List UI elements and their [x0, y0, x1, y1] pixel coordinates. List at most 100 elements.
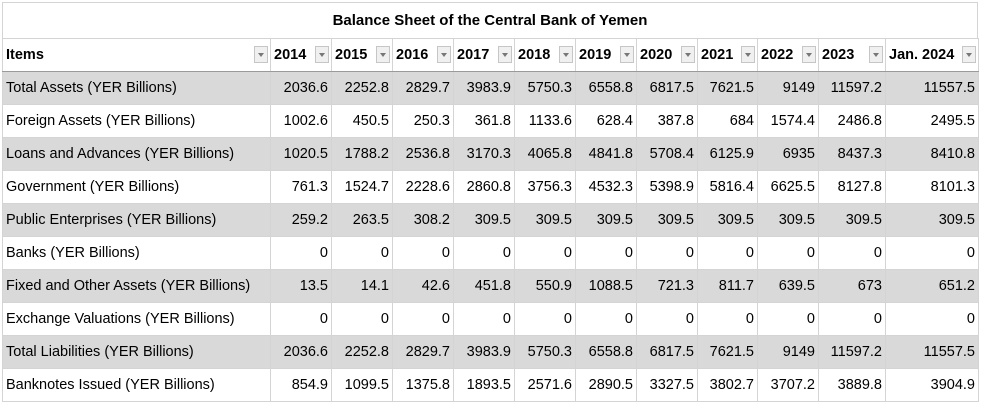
cell-value: 5398.9 [636, 170, 698, 204]
cell-value: 8437.3 [818, 137, 886, 171]
column-header: 2017 [453, 38, 515, 72]
cell-value: 2486.8 [818, 104, 886, 138]
row-label: Banks (YER Billions) [2, 236, 271, 270]
cell-value: 308.2 [392, 203, 454, 237]
column-header: 2023 [818, 38, 886, 72]
cell-value: 639.5 [757, 269, 819, 303]
column-header: 2016 [392, 38, 454, 72]
cell-value: 259.2 [270, 203, 332, 237]
cell-value: 2890.5 [575, 368, 637, 402]
cell-value: 4532.3 [575, 170, 637, 204]
filter-dropdown[interactable] [559, 46, 573, 63]
cell-value: 0 [575, 236, 637, 270]
cell-value: 2829.7 [392, 71, 454, 105]
cell-value: 628.4 [575, 104, 637, 138]
filter-dropdown[interactable] [962, 46, 976, 63]
cell-value: 0 [270, 302, 332, 336]
cell-value: 3904.9 [885, 368, 979, 402]
table-row: Public Enterprises (YER Billions) 259.2 26… [2, 203, 979, 237]
header-text: 2023 [822, 47, 855, 63]
cell-value: 2536.8 [392, 137, 454, 171]
table-row: Fixed and Other Assets (YER Billions) 13.… [2, 269, 979, 303]
filter-dropdown[interactable] [315, 46, 329, 63]
cell-value: 684 [697, 104, 758, 138]
table-row: Loans and Advances (YER Billions) 1020.5 1… [2, 137, 979, 171]
cell-value: 6817.5 [636, 71, 698, 105]
cell-value: 0 [392, 302, 454, 336]
column-header: 2014 [270, 38, 332, 72]
column-header: 2022 [757, 38, 819, 72]
cell-value: 0 [818, 302, 886, 336]
cell-value: 854.9 [270, 368, 332, 402]
table-row: Exchange Valuations (YER Billions) 0 0 0 0 0 0… [2, 302, 979, 336]
filter-dropdown[interactable] [869, 46, 883, 63]
filter-dropdown[interactable] [437, 46, 451, 63]
cell-value: 14.1 [331, 269, 393, 303]
filter-dropdown[interactable] [498, 46, 512, 63]
header-text: 2016 [396, 47, 429, 63]
cell-value: 0 [453, 302, 515, 336]
filter-dropdown[interactable] [620, 46, 634, 63]
filter-dropdown[interactable] [254, 46, 268, 63]
cell-value: 0 [514, 236, 576, 270]
header-row: Items 2014 2015 2016 2017 2018 2019 2020 2021 202… [2, 38, 979, 72]
cell-value: 450.5 [331, 104, 393, 138]
cell-value: 3802.7 [697, 368, 758, 402]
filter-dropdown[interactable] [376, 46, 390, 63]
cell-value: 0 [514, 302, 576, 336]
cell-value: 1002.6 [270, 104, 332, 138]
cell-value: 3170.3 [453, 137, 515, 171]
cell-value: 1524.7 [331, 170, 393, 204]
cell-value: 3889.8 [818, 368, 886, 402]
cell-value: 1088.5 [575, 269, 637, 303]
cell-value: 9149 [757, 335, 819, 369]
header-text: 2019 [579, 47, 612, 63]
cell-value: 309.5 [885, 203, 979, 237]
cell-value: 2829.7 [392, 335, 454, 369]
cell-value: 309.5 [818, 203, 886, 237]
filter-dropdown[interactable] [741, 46, 755, 63]
cell-value: 9149 [757, 71, 819, 105]
cell-value: 0 [757, 302, 819, 336]
cell-value: 5750.3 [514, 335, 576, 369]
cell-value: 6558.8 [575, 71, 637, 105]
filter-dropdown[interactable] [681, 46, 695, 63]
table-title: Balance Sheet of the Central Bank of Yem… [2, 2, 978, 38]
cell-value: 0 [636, 236, 698, 270]
cell-value: 309.5 [453, 203, 515, 237]
cell-value: 11597.2 [818, 335, 886, 369]
cell-value: 550.9 [514, 269, 576, 303]
cell-value: 6625.5 [757, 170, 819, 204]
cell-value: 1375.8 [392, 368, 454, 402]
table-row: Banknotes Issued (YER Billions) 854.9 1099… [2, 368, 979, 402]
cell-value: 2228.6 [392, 170, 454, 204]
cell-value: 309.5 [575, 203, 637, 237]
cell-value: 673 [818, 269, 886, 303]
cell-value: 0 [270, 236, 332, 270]
table-row: Total Assets (YER Billions) 2036.6 2252.8 2… [2, 71, 979, 105]
cell-value: 3983.9 [453, 335, 515, 369]
filter-dropdown[interactable] [802, 46, 816, 63]
header-text: Jan. 2024 [889, 47, 955, 63]
cell-value: 0 [453, 236, 515, 270]
cell-value: 11597.2 [818, 71, 886, 105]
row-label: Foreign Assets (YER Billions) [2, 104, 271, 138]
cell-value: 309.5 [757, 203, 819, 237]
cell-value: 5708.4 [636, 137, 698, 171]
header-text: 2014 [274, 47, 307, 63]
cell-value: 0 [885, 302, 979, 336]
cell-value: 0 [697, 302, 758, 336]
cell-value: 6558.8 [575, 335, 637, 369]
spreadsheet: Balance Sheet of the Central Bank of Yem… [2, 2, 979, 402]
cell-value: 1099.5 [331, 368, 393, 402]
column-header: 2015 [331, 38, 393, 72]
cell-value: 761.3 [270, 170, 332, 204]
header-text: 2017 [457, 47, 490, 63]
cell-value: 0 [392, 236, 454, 270]
cell-value: 651.2 [885, 269, 979, 303]
cell-value: 721.3 [636, 269, 698, 303]
cell-value: 309.5 [697, 203, 758, 237]
cell-value: 0 [697, 236, 758, 270]
cell-value: 0 [885, 236, 979, 270]
cell-value: 2036.6 [270, 335, 332, 369]
